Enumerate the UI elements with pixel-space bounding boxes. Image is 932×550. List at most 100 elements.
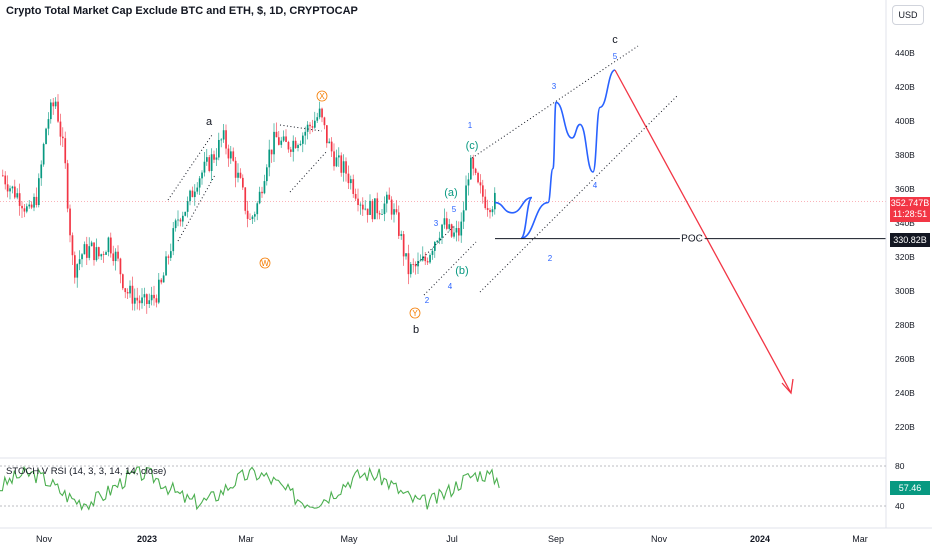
candle-body bbox=[239, 172, 242, 178]
candle-body bbox=[196, 187, 199, 192]
candle-body bbox=[290, 149, 292, 152]
wave-label: c bbox=[612, 34, 618, 46]
currency-button[interactable]: USD bbox=[892, 5, 924, 25]
candle-body bbox=[256, 203, 259, 215]
candle-body bbox=[350, 179, 352, 184]
candle-body bbox=[400, 234, 403, 236]
candle-body bbox=[362, 204, 364, 210]
x-tick-label: Mar bbox=[852, 534, 868, 544]
candle-body bbox=[126, 292, 129, 294]
candle-body bbox=[52, 102, 55, 107]
candle-body bbox=[316, 117, 319, 121]
candle-body bbox=[107, 237, 110, 253]
candle-body bbox=[71, 235, 74, 256]
y-tick-label: 260B bbox=[895, 354, 915, 364]
candle-body bbox=[364, 208, 367, 210]
candle-body bbox=[225, 130, 227, 149]
candle-body bbox=[304, 131, 307, 136]
candle-body bbox=[64, 138, 67, 164]
wave-label: X bbox=[319, 92, 325, 101]
candle-body bbox=[18, 193, 21, 206]
candle-body bbox=[342, 161, 345, 173]
candle-body bbox=[383, 203, 386, 215]
candle-body bbox=[40, 164, 43, 179]
candle-body bbox=[285, 136, 287, 142]
target-arrow-line bbox=[614, 69, 792, 394]
candle-body bbox=[124, 288, 127, 293]
candle-body bbox=[179, 219, 182, 222]
candle-body bbox=[237, 172, 239, 178]
candle-body bbox=[186, 201, 189, 212]
candle-body bbox=[150, 294, 153, 301]
wave-label: 2 bbox=[548, 254, 553, 263]
candle-body bbox=[14, 186, 16, 198]
candle-body bbox=[386, 194, 388, 204]
candle-body bbox=[321, 108, 323, 118]
candle-body bbox=[9, 188, 11, 192]
candle-body bbox=[333, 151, 335, 167]
candle-body bbox=[38, 178, 40, 206]
candle-body bbox=[354, 193, 357, 199]
candle-body bbox=[359, 204, 362, 206]
x-tick-label: Nov bbox=[651, 534, 668, 544]
candle-body bbox=[311, 126, 314, 128]
candle-body bbox=[294, 140, 297, 149]
candle-body bbox=[436, 240, 439, 243]
candle-body bbox=[352, 179, 355, 194]
candle-body bbox=[222, 130, 225, 140]
wave-label: (b) bbox=[455, 265, 468, 277]
x-tick-label: Nov bbox=[36, 534, 53, 544]
candle-body bbox=[376, 198, 379, 214]
x-tick-label: Mar bbox=[238, 534, 254, 544]
wave-label: (a) bbox=[444, 187, 457, 199]
candle-body bbox=[484, 196, 487, 209]
candle-body bbox=[100, 254, 103, 257]
wave-label: Y bbox=[412, 309, 418, 318]
candle-body bbox=[494, 192, 496, 210]
candle-body bbox=[369, 200, 371, 215]
price-candles bbox=[2, 94, 496, 314]
x-tick-label: Sep bbox=[548, 534, 564, 544]
y-tick-label: 340B bbox=[895, 218, 915, 228]
candle-body bbox=[393, 209, 395, 215]
candle-body bbox=[167, 256, 170, 258]
candle-body bbox=[78, 259, 81, 265]
candle-body bbox=[266, 167, 268, 182]
candle-body bbox=[477, 172, 479, 183]
candle-body bbox=[210, 154, 213, 171]
x-tick-label: 2024 bbox=[750, 534, 770, 544]
wave-label: 3 bbox=[552, 82, 557, 91]
candle-body bbox=[182, 215, 184, 222]
candle-body bbox=[90, 242, 93, 247]
candle-body bbox=[172, 228, 175, 252]
candle-body bbox=[30, 204, 33, 208]
wave-label-circle bbox=[316, 90, 328, 102]
candle-body bbox=[326, 125, 328, 144]
candle-body bbox=[472, 157, 475, 169]
candle-body bbox=[282, 136, 285, 141]
candle-body bbox=[249, 218, 251, 220]
stoch-tick-label: 40 bbox=[895, 501, 905, 511]
candle-body bbox=[429, 254, 431, 263]
candle-body bbox=[33, 196, 35, 208]
wave-label: a bbox=[206, 116, 213, 128]
candle-body bbox=[381, 214, 383, 215]
candle-body bbox=[62, 136, 64, 139]
candle-body bbox=[482, 185, 484, 197]
stoch-value-tag: 57.46 bbox=[890, 481, 930, 495]
candle-body bbox=[138, 300, 141, 304]
candle-body bbox=[371, 200, 374, 220]
candle-body bbox=[213, 154, 215, 160]
candle-body bbox=[450, 224, 453, 237]
candle-body bbox=[26, 206, 28, 212]
candle-body bbox=[407, 253, 410, 275]
wave-label-circle bbox=[259, 257, 271, 269]
candle-body bbox=[302, 135, 304, 144]
wave-label: 1 bbox=[468, 121, 473, 130]
candle-body bbox=[462, 210, 465, 222]
candle-body bbox=[227, 148, 230, 159]
candle-body bbox=[141, 297, 143, 304]
candle-body bbox=[6, 184, 9, 192]
candle-body bbox=[491, 209, 494, 213]
